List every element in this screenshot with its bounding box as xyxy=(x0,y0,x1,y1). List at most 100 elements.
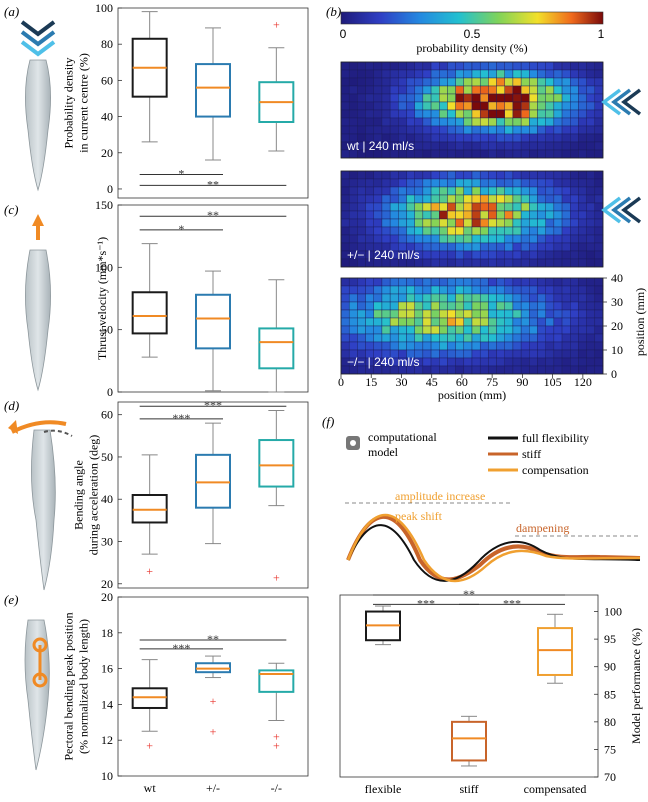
heatmap-cell xyxy=(545,149,555,159)
heatmap-cell xyxy=(545,210,555,220)
heatmap-cell xyxy=(479,109,489,119)
heatmap-cell xyxy=(471,85,481,95)
heatmap-cell xyxy=(570,149,579,159)
heatmap-cell xyxy=(455,133,465,143)
heatmap-cell xyxy=(447,186,456,196)
heatmap-cell xyxy=(578,349,587,359)
heatmap-cell xyxy=(488,61,497,71)
heatmap-cell xyxy=(406,109,415,119)
heatmap-cell xyxy=(439,317,448,327)
heatmap-cell xyxy=(570,101,579,111)
heatmap-cell xyxy=(381,293,391,303)
heatmap-cell xyxy=(381,117,391,127)
heatmap-cell xyxy=(422,186,432,196)
heatmap-cell xyxy=(512,293,522,303)
heatmap-cell xyxy=(348,93,358,103)
heatmap-cell xyxy=(365,93,374,103)
heatmap-cell xyxy=(365,61,374,71)
heatmap-cell xyxy=(570,226,579,236)
heatmap-x-tick-label: 30 xyxy=(395,375,407,389)
heatmap-cell xyxy=(389,194,399,204)
heatmap-cell xyxy=(488,250,497,260)
heatmap-cell xyxy=(389,170,399,180)
heatmap-cell xyxy=(479,258,489,268)
heatmap-cell xyxy=(455,178,465,188)
heatmap-cell xyxy=(479,341,489,351)
heatmap-cell xyxy=(365,325,374,335)
heatmap-cell xyxy=(578,234,587,244)
heatmap-cell xyxy=(381,218,391,228)
heatmap-cell xyxy=(430,365,440,375)
heatmap-cell xyxy=(381,186,391,196)
heatmap-cell xyxy=(529,93,538,103)
heatmap-cell xyxy=(340,117,350,127)
heatmap-cell xyxy=(570,333,579,343)
heatmap-cell xyxy=(340,170,350,180)
heatmap-cell xyxy=(586,293,596,303)
heatmap-cell xyxy=(463,277,473,287)
heatmap-cell xyxy=(406,178,415,188)
heatmap-cell xyxy=(512,109,522,119)
heatmap-cell xyxy=(430,101,440,111)
heatmap-cell xyxy=(439,101,448,111)
heatmap-cell xyxy=(381,170,391,180)
heatmap-cell xyxy=(553,109,563,119)
heatmap-cell xyxy=(389,277,399,287)
heatmap-cell xyxy=(398,218,407,228)
heatmap-cell xyxy=(570,234,579,244)
heatmap-cell xyxy=(398,194,407,204)
heatmap-cell xyxy=(414,101,424,111)
heatmap-cell xyxy=(365,285,374,295)
y-tick-label: 150 xyxy=(95,198,113,212)
panel-letter-b: (b) xyxy=(326,4,341,19)
heatmap-cell xyxy=(578,357,587,367)
heatmap-cell xyxy=(348,85,358,95)
heatmap-cell xyxy=(447,218,456,228)
heatmap-cell xyxy=(414,77,424,87)
heatmap-cell xyxy=(357,170,366,180)
heatmap-cell xyxy=(406,210,415,220)
heatmap-x-tick-label: 105 xyxy=(544,375,562,389)
colorbar-tick-1: 0.5 xyxy=(464,27,481,41)
heatmap-cell xyxy=(479,325,489,335)
heatmap-cell xyxy=(430,258,440,268)
heatmap-cell xyxy=(471,309,481,319)
heatmap-cell xyxy=(406,93,415,103)
heatmap-cell xyxy=(455,210,465,220)
heatmap-cell xyxy=(529,234,538,244)
heatmap-cell xyxy=(406,101,415,111)
heatmap-cell xyxy=(389,202,399,212)
heatmap-cell xyxy=(422,133,432,143)
heatmap-cell xyxy=(439,309,448,319)
heatmap-cell xyxy=(545,357,555,367)
y-tick-label: 20 xyxy=(101,590,113,604)
heatmap-cell xyxy=(463,77,473,87)
heatmap-cell xyxy=(422,317,432,327)
heatmap-cell xyxy=(545,61,555,71)
heatmap-cell xyxy=(398,117,407,127)
heatmap-cell xyxy=(594,341,604,351)
heatmap-cell xyxy=(504,178,514,188)
heatmap-cell xyxy=(488,202,497,212)
heatmap-cell xyxy=(479,170,489,180)
y-tick-label: 100 xyxy=(604,605,622,619)
heatmap-cell xyxy=(553,242,563,252)
heatmap-cell xyxy=(463,117,473,127)
heatmap-cell xyxy=(488,93,497,103)
heatmap-cell xyxy=(578,242,587,252)
heatmap-cell xyxy=(529,325,538,335)
heatmap-cell xyxy=(578,277,587,287)
heatmap-cell xyxy=(537,317,546,327)
heatmap-cell xyxy=(594,309,604,319)
heatmap-label: +/− | 240 ml/s xyxy=(347,248,420,262)
heatmap-cell xyxy=(439,194,448,204)
heatmap-cell xyxy=(504,325,514,335)
heatmap-cell xyxy=(594,349,604,359)
heatmap-cell xyxy=(488,85,497,95)
heatmap-cell xyxy=(463,149,473,159)
heatmap-cell xyxy=(570,218,579,228)
heatmap-cell xyxy=(578,149,587,159)
heatmap-cell xyxy=(447,101,456,111)
heatmap-cell xyxy=(348,77,358,87)
heatmap-cell xyxy=(570,285,579,295)
